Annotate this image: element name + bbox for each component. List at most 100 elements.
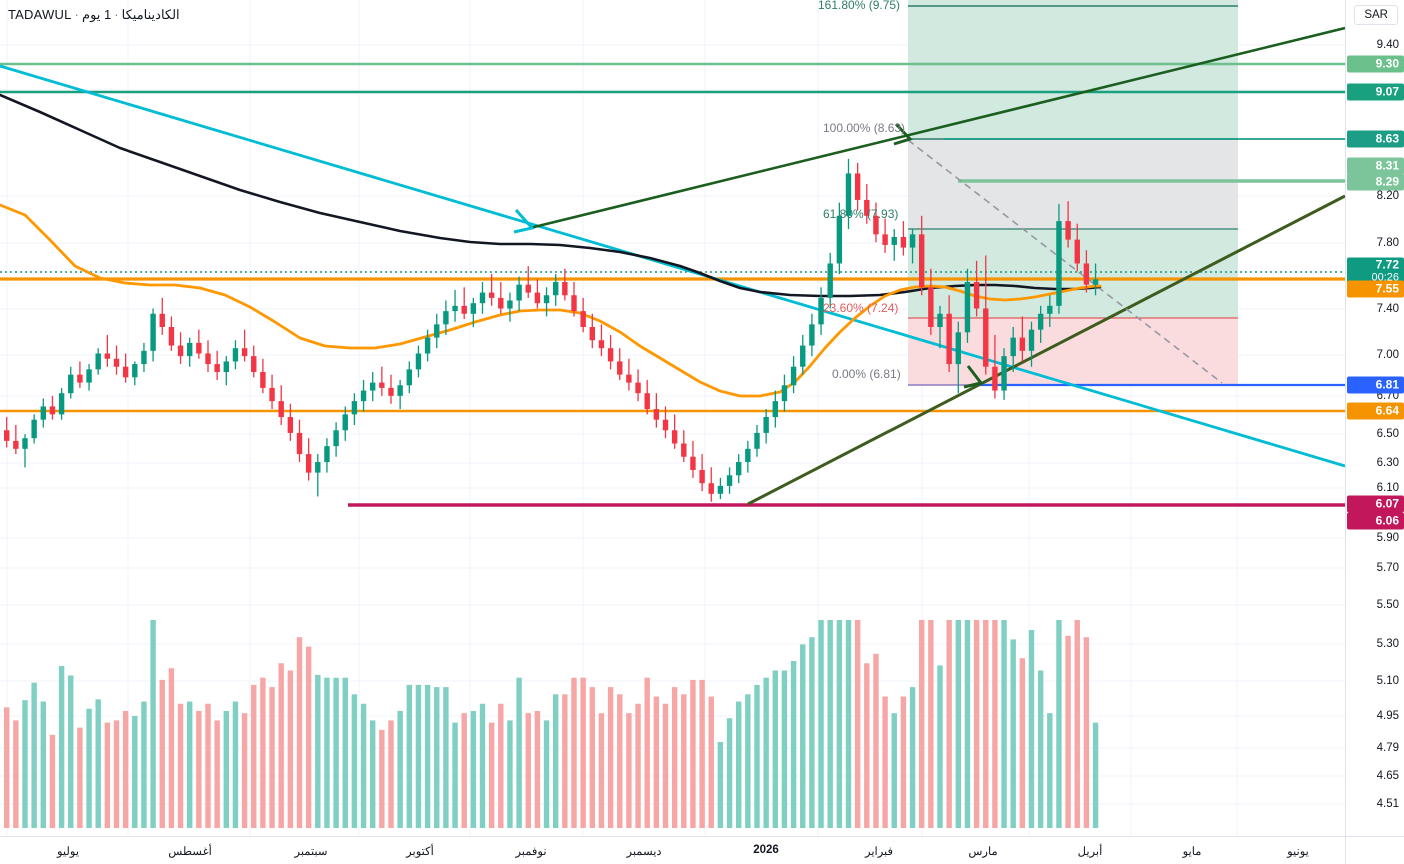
candle-body[interactable]	[260, 372, 266, 388]
candle-body[interactable]	[168, 327, 175, 346]
candle-body[interactable]	[525, 284, 531, 293]
chart-canvas[interactable]	[0, 0, 1345, 836]
candle-body[interactable]	[351, 401, 358, 415]
candle-body[interactable]	[415, 353, 422, 370]
candle-body[interactable]	[983, 308, 989, 367]
candle-body[interactable]	[900, 236, 907, 248]
candle-body[interactable]	[973, 282, 980, 309]
candle-body[interactable]	[745, 448, 751, 463]
chart-plot-area[interactable]	[0, 0, 1345, 836]
candle-body[interactable]	[315, 462, 321, 473]
candle-body[interactable]	[434, 324, 440, 338]
candle-body[interactable]	[22, 438, 28, 449]
candle-body[interactable]	[644, 393, 650, 410]
candle-body[interactable]	[955, 332, 961, 365]
candlestick-series[interactable]	[4, 158, 1099, 502]
candle-body[interactable]	[790, 366, 797, 386]
price-badge-863[interactable]: 8.63	[1347, 130, 1404, 148]
candle-body[interactable]	[891, 236, 897, 245]
candle-body[interactable]	[141, 350, 147, 365]
candle-body[interactable]	[589, 327, 595, 341]
candle-body[interactable]	[424, 337, 431, 354]
candle-body[interactable]	[406, 369, 412, 386]
candle-body[interactable]	[854, 173, 861, 200]
candle-body[interactable]	[479, 292, 486, 304]
candle-body[interactable]	[470, 303, 477, 314]
candle-body[interactable]	[662, 419, 669, 431]
candle-body[interactable]	[223, 361, 229, 373]
price-badge-606[interactable]: 6.06	[1347, 512, 1404, 530]
candle-body[interactable]	[617, 361, 623, 375]
candle-body[interactable]	[68, 374, 74, 394]
candle-body[interactable]	[598, 340, 605, 349]
candle-body[interactable]	[122, 366, 129, 378]
candle-body[interactable]	[1074, 239, 1080, 264]
candle-body[interactable]	[296, 432, 303, 455]
candle-body[interactable]	[379, 382, 385, 388]
candle-body[interactable]	[1019, 337, 1026, 351]
candle-body[interactable]	[40, 406, 46, 420]
candle-body[interactable]	[919, 234, 925, 288]
trendlines[interactable]	[0, 26, 1345, 506]
candle-body[interactable]	[269, 387, 275, 402]
candle-body[interactable]	[177, 345, 184, 357]
candle-body[interactable]	[1065, 221, 1071, 240]
candle-body[interactable]	[1037, 313, 1044, 330]
candle-body[interactable]	[498, 297, 504, 309]
candle-body[interactable]	[1056, 221, 1062, 306]
candle-body[interactable]	[726, 475, 733, 486]
price-axis[interactable]: SAR 9.409.008.207.807.407.006.706.506.30…	[1345, 0, 1404, 836]
candle-body[interactable]	[653, 409, 660, 420]
candle-body[interactable]	[388, 387, 394, 396]
candle-body[interactable]	[708, 483, 714, 494]
candle-body[interactable]	[214, 364, 220, 373]
candle-body[interactable]	[671, 430, 678, 444]
price-badge-831[interactable]: 8.31	[1347, 157, 1404, 175]
candle-body[interactable]	[187, 342, 193, 357]
price-badge-755[interactable]: 7.55	[1347, 280, 1404, 298]
candle-body[interactable]	[516, 284, 522, 301]
candle-body[interactable]	[196, 342, 202, 354]
candle-body[interactable]	[333, 430, 339, 447]
candle-body[interactable]	[4, 430, 10, 441]
candle-body[interactable]	[571, 295, 577, 312]
candle-body[interactable]	[827, 263, 833, 298]
candle-body[interactable]	[452, 305, 458, 312]
candle-body[interactable]	[370, 382, 376, 391]
fibonacci-zones[interactable]	[908, 0, 1238, 385]
candle-body[interactable]	[772, 401, 778, 418]
price-badge-681[interactable]: 6.81	[1347, 376, 1404, 394]
price-badge-664[interactable]: 6.64	[1347, 402, 1404, 420]
candle-body[interactable]	[461, 305, 467, 314]
candle-body[interactable]	[58, 393, 65, 415]
candle-body[interactable]	[132, 364, 138, 378]
candle-body[interactable]	[836, 215, 843, 264]
candle-body[interactable]	[488, 292, 495, 298]
candle-body[interactable]	[607, 348, 614, 362]
candle-body[interactable]	[681, 443, 687, 457]
candle-body[interactable]	[699, 469, 705, 484]
candle-body[interactable]	[992, 366, 998, 391]
candle-body[interactable]	[553, 282, 559, 296]
candle-body[interactable]	[1010, 337, 1016, 357]
candle-body[interactable]	[946, 313, 952, 365]
candle-body[interactable]	[754, 432, 760, 449]
candle-body[interactable]	[232, 348, 239, 362]
candle-body[interactable]	[543, 295, 550, 304]
candle-body[interactable]	[159, 313, 165, 328]
candle-body[interactable]	[360, 390, 367, 402]
price-badge-829[interactable]: 8.29	[1347, 173, 1404, 191]
candle-body[interactable]	[717, 485, 724, 494]
candle-body[interactable]	[342, 414, 348, 431]
candle-body[interactable]	[49, 406, 56, 415]
candle-body[interactable]	[928, 287, 934, 328]
candle-body[interactable]	[241, 348, 248, 357]
candle-body[interactable]	[287, 417, 294, 433]
time-axis[interactable]: يوليو أغسطس سبتمبر أكتوبر نوفمبر ديسمبر 2026 فب…	[0, 836, 1345, 864]
candle-body[interactable]	[882, 234, 888, 245]
candle-body[interactable]	[278, 401, 284, 418]
candle-body[interactable]	[507, 300, 513, 309]
candle-body[interactable]	[873, 215, 879, 235]
candle-body[interactable]	[31, 419, 37, 439]
candle-body[interactable]	[534, 292, 541, 304]
